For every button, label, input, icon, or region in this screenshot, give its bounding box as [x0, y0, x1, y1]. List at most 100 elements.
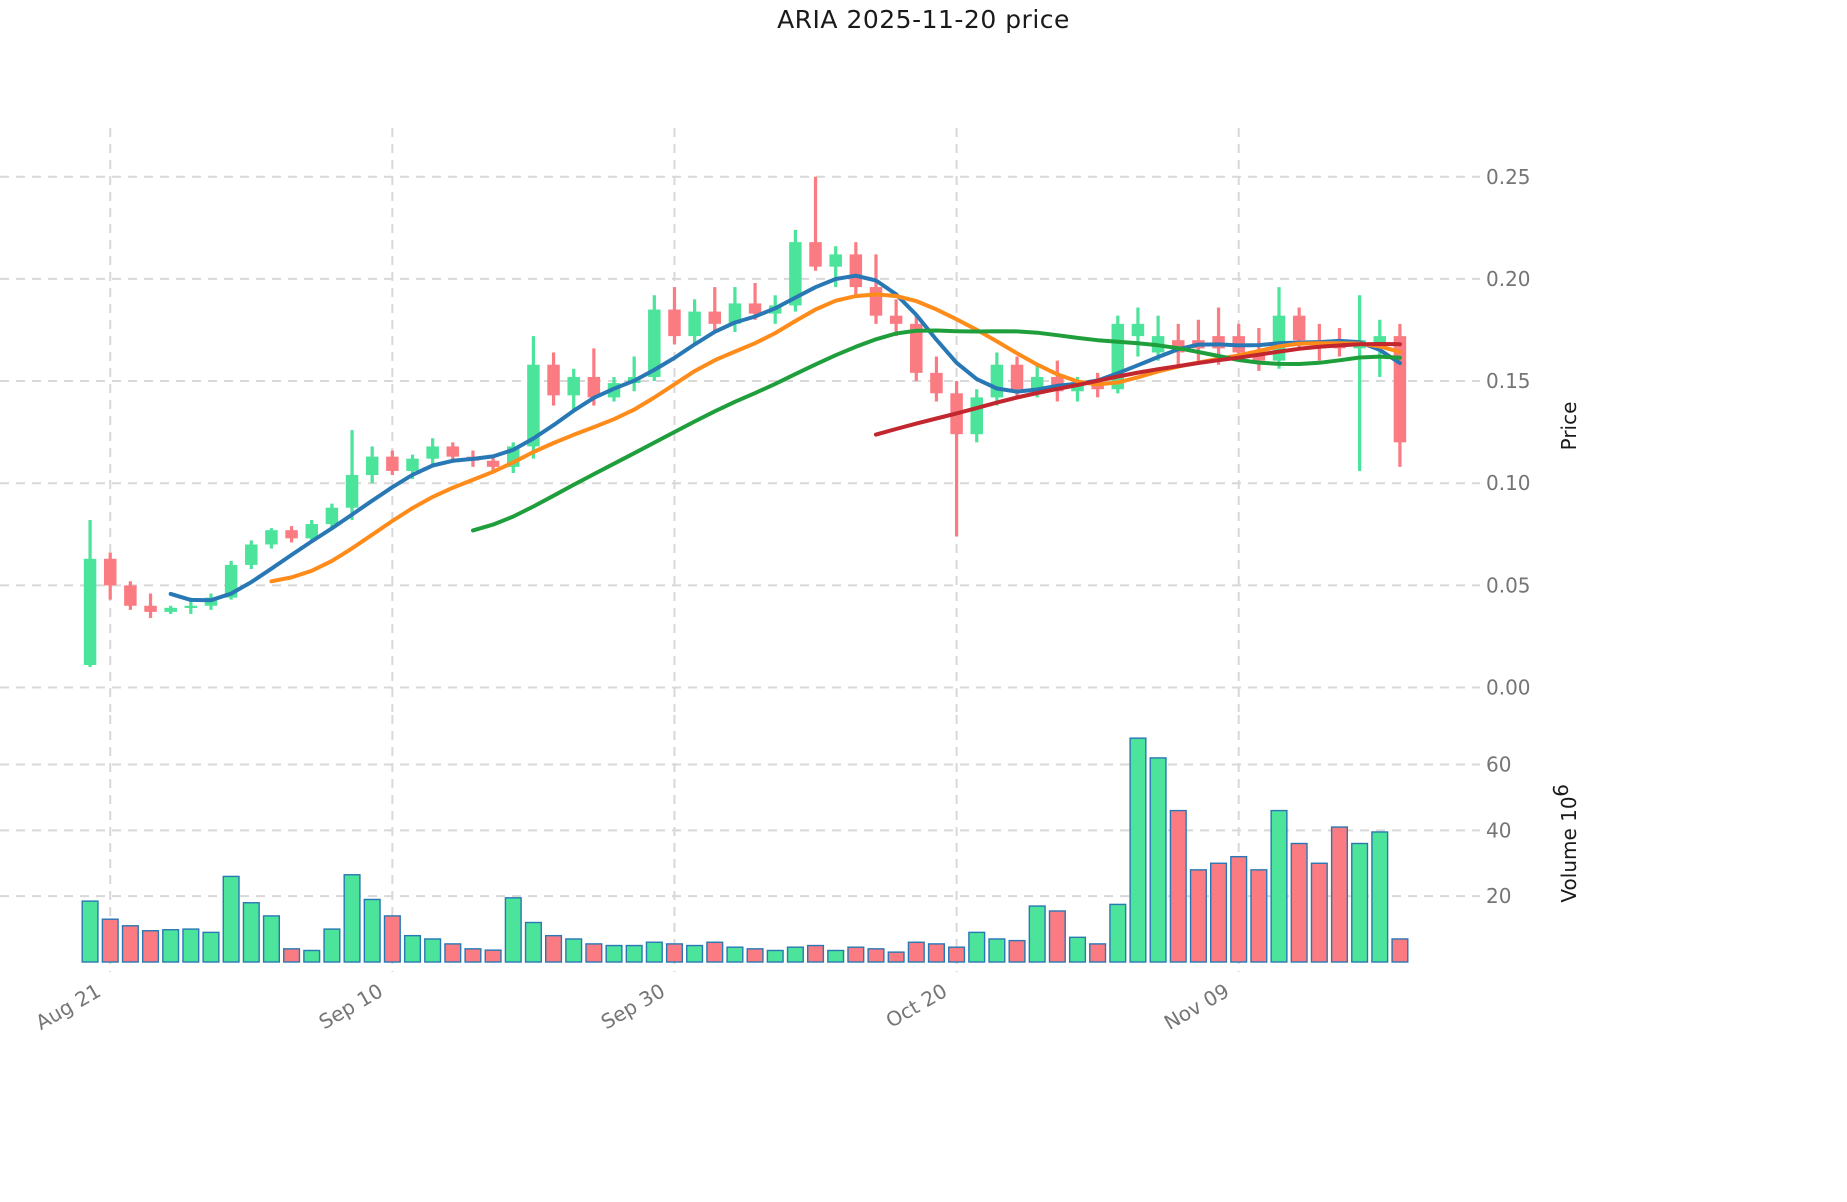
- candle-body: [688, 311, 701, 337]
- candle-body: [1131, 323, 1145, 337]
- price-tick-label: 0.20: [1486, 267, 1531, 291]
- volume-bar: [907, 941, 925, 963]
- candle-body: [164, 607, 177, 612]
- volume-bar: [121, 925, 139, 963]
- volume-bar: [565, 938, 583, 963]
- volume-bar: [424, 938, 442, 963]
- price-tick-label: 0.15: [1486, 369, 1531, 393]
- candle-body: [668, 309, 681, 337]
- volume-bar: [686, 944, 704, 963]
- volume-bar: [403, 934, 422, 963]
- ma-xlong-line: [874, 342, 1402, 437]
- volume-bar: [1169, 809, 1187, 963]
- date-tick-label: Nov 09: [1160, 979, 1233, 1035]
- volume-bar: [323, 928, 341, 963]
- volume-bar: [746, 948, 764, 963]
- volume-bar: [948, 946, 966, 963]
- candle-body: [1010, 364, 1024, 390]
- candle-body: [567, 376, 580, 396]
- date-axis-ticks: Aug 21 Sep 10 Sep 30 Oct 20 Nov 09: [31, 979, 1233, 1035]
- volume-bar: [927, 943, 945, 963]
- candle-body: [224, 564, 238, 598]
- price-axis-title: Price: [1557, 402, 1581, 451]
- candle-body: [124, 585, 137, 606]
- volume-bar: [988, 938, 1006, 963]
- volume-bar: [222, 875, 240, 963]
- svg-text:Nov 09: Nov 09: [1160, 979, 1233, 1035]
- candle-body: [728, 303, 742, 324]
- candle-body: [406, 458, 419, 471]
- volume-tick-label: 60: [1486, 753, 1511, 777]
- moving-average-lines: [168, 273, 1402, 603]
- volume-bar: [1149, 757, 1167, 963]
- volume-bar: [645, 941, 663, 963]
- volume-bar: [343, 874, 361, 963]
- volume-bar: [363, 898, 381, 963]
- volume-bar: [484, 949, 502, 963]
- axis-labels: Price Volume 106: [1549, 402, 1581, 903]
- volume-axis-title: Volume 106: [1549, 784, 1581, 903]
- volume-bar: [1129, 737, 1147, 963]
- candle-body: [587, 376, 601, 398]
- date-tick-label: Aug 21: [31, 979, 104, 1035]
- volume-bar: [1008, 939, 1026, 963]
- volume-bar: [1189, 869, 1207, 963]
- price-tick-label: 0.05: [1486, 573, 1531, 597]
- volume-bar: [1250, 869, 1268, 963]
- volume-bar: [968, 931, 986, 963]
- volume-bar: [383, 915, 401, 963]
- price-axis-ticks: 0.25 0.20 0.15 0.10 0.05 0.00: [1486, 165, 1531, 700]
- volume-bar: [806, 944, 825, 963]
- volume-bar: [1310, 862, 1328, 963]
- volume-bar: [283, 948, 301, 963]
- date-tick-label: Oct 20: [882, 979, 951, 1033]
- volume-bar: [887, 951, 905, 963]
- candle-body: [829, 254, 842, 267]
- volume-bar: [1109, 903, 1127, 963]
- candle-body: [789, 242, 802, 306]
- volume-bar: [1351, 842, 1369, 963]
- volume-bar: [464, 948, 482, 963]
- candle-body: [748, 303, 762, 314]
- volume-bar: [182, 928, 200, 963]
- candle-body: [849, 254, 863, 288]
- candle-body: [970, 397, 983, 435]
- volume-bar: [162, 929, 180, 963]
- candlestick-series: [83, 176, 1407, 668]
- candle-body: [648, 309, 661, 377]
- volume-tick-label: 40: [1486, 818, 1511, 842]
- candle-body: [1292, 315, 1306, 341]
- volume-tick-label: 20: [1486, 884, 1511, 908]
- candle-body: [103, 558, 117, 586]
- volume-bar: [81, 900, 99, 963]
- candle-body: [889, 315, 903, 324]
- ma-long-line: [471, 328, 1402, 533]
- volume-bar: [766, 949, 784, 963]
- candle-body: [1030, 376, 1044, 390]
- candle-body: [809, 242, 822, 267]
- date-tick-label: Sep 10: [315, 979, 387, 1035]
- candle-body: [930, 372, 943, 394]
- gridlines: [0, 128, 1480, 972]
- volume-bar: [1068, 936, 1087, 963]
- volume-bar: [1391, 938, 1409, 963]
- candle-body: [265, 530, 278, 545]
- volume-bar: [1230, 855, 1248, 963]
- volume-bar: [524, 921, 542, 963]
- candle-body: [285, 530, 298, 539]
- volume-bar: [726, 946, 744, 963]
- candle-body: [1091, 385, 1104, 390]
- price-tick-label: 0.00: [1486, 675, 1531, 699]
- svg-text:Sep 10: Sep 10: [315, 979, 387, 1035]
- candle-body: [184, 605, 198, 608]
- candle-body: [527, 364, 540, 447]
- volume-bar: [202, 931, 220, 963]
- volume-bar: [141, 930, 160, 963]
- candle-body: [386, 456, 399, 471]
- volume-axis-exponent: 6: [1549, 784, 1573, 797]
- volume-bar: [605, 944, 623, 963]
- page-title: ARIA 2025-11-20 price: [777, 5, 1070, 34]
- volume-bar: [1371, 831, 1389, 963]
- candle-body: [83, 558, 97, 666]
